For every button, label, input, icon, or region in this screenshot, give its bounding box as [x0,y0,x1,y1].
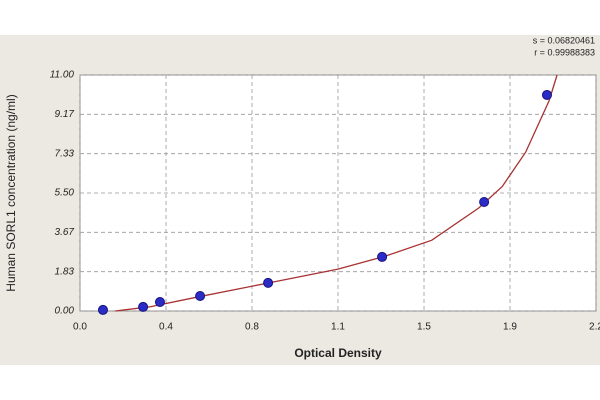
data-point [541,89,552,100]
y-tick-label: 7.33 [55,148,75,159]
x-tick-label: 0.0 [73,322,87,333]
x-axis-label: Optical Density [294,346,382,360]
fit-curve [115,74,558,312]
data-point [154,296,165,307]
data-point [263,277,274,288]
x-tick-label: 0.8 [245,322,259,333]
y-tick-label: 0.00 [55,306,75,317]
x-tick-label: 1.1 [331,322,345,333]
data-point [377,251,388,262]
annotation: r = 0.99988383 [534,47,595,57]
y-tick-label: 3.67 [55,227,75,238]
y-tick-label: 5.50 [55,188,75,199]
x-tick-label: 1.5 [417,322,431,333]
annotation: s = 0.06820461 [533,35,595,45]
x-tick-label: 1.9 [503,322,517,333]
y-tick-label: 9.17 [55,109,75,120]
y-tick-label: 11.00 [50,70,75,81]
y-axis-label: Human SORL1 concentration (ng/ml) [4,94,18,291]
x-tick-label: 2.2 [589,322,600,333]
data-point [97,304,108,315]
y-tick-label: 1.83 [55,266,75,277]
data-point [138,301,149,312]
data-point [195,290,206,301]
x-tick-label: 0.4 [159,322,173,333]
data-point [479,197,490,208]
